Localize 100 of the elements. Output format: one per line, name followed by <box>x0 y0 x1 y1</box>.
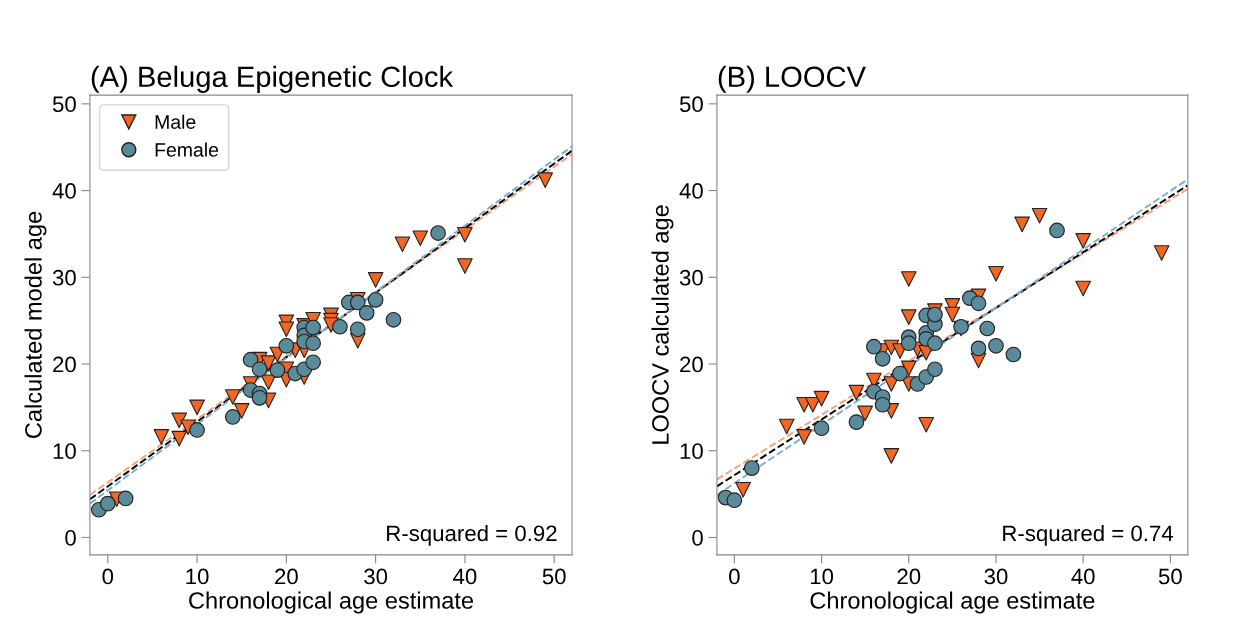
point <box>944 306 961 323</box>
point <box>278 337 295 354</box>
point <box>874 396 891 413</box>
point <box>892 365 908 382</box>
chart-title: (A) Beluga Epigenetic Clock <box>91 65 454 93</box>
y-axis-title: Calculated model age <box>24 211 47 438</box>
legend-label: Male <box>155 114 196 129</box>
point <box>813 390 830 407</box>
x-tick-label: 40 <box>1071 568 1095 585</box>
y-tick-label: 0 <box>65 530 76 546</box>
point <box>1075 233 1091 249</box>
point <box>848 414 865 430</box>
x-tick-label: 10 <box>810 568 834 585</box>
point <box>394 236 411 253</box>
x-tick-label: 10 <box>186 568 209 585</box>
point <box>117 490 134 507</box>
point <box>305 319 321 336</box>
point <box>1153 245 1170 261</box>
point <box>385 311 402 328</box>
y-tick-label: 20 <box>680 356 703 373</box>
y-tick-label: 40 <box>52 183 76 199</box>
point <box>224 389 241 405</box>
point <box>233 403 250 419</box>
y-tick-label: 30 <box>52 269 76 286</box>
point <box>430 225 446 241</box>
point <box>927 335 943 352</box>
point <box>457 226 473 243</box>
point <box>1014 216 1030 233</box>
x-tick-label: 30 <box>364 568 388 585</box>
point <box>242 351 259 368</box>
point <box>857 405 874 422</box>
x-tick-label: 0 <box>729 568 740 585</box>
point <box>927 306 943 323</box>
point <box>153 429 170 445</box>
x-tick-label: 20 <box>275 568 298 585</box>
point <box>189 422 205 438</box>
point <box>332 318 348 335</box>
point <box>927 361 943 378</box>
point <box>278 321 295 338</box>
point <box>866 338 882 355</box>
point <box>900 309 917 326</box>
x-tick-label: 50 <box>542 568 566 585</box>
point <box>412 230 429 247</box>
x-tick-label: 20 <box>897 568 921 585</box>
point <box>1005 346 1022 363</box>
point <box>305 354 321 371</box>
x-axis-title: Chronological age estimate <box>810 591 1095 614</box>
x-axis-title: Chronological age estimate <box>189 591 474 614</box>
y-tick-label: 10 <box>680 443 703 460</box>
y-tick-label: 50 <box>679 96 703 113</box>
point <box>970 295 987 312</box>
x-tick-label: 50 <box>1158 568 1182 585</box>
point <box>349 321 366 338</box>
point <box>171 430 188 447</box>
point <box>970 340 987 357</box>
y-tick-label: 30 <box>679 269 703 286</box>
point <box>735 481 751 498</box>
point <box>900 335 917 352</box>
point <box>189 399 205 416</box>
point <box>805 396 821 413</box>
point <box>99 495 116 512</box>
point <box>979 320 996 337</box>
point <box>743 460 760 476</box>
point <box>251 390 268 406</box>
point <box>813 420 830 437</box>
x-tick-label: 30 <box>984 568 1008 585</box>
point <box>848 384 865 401</box>
point <box>1049 222 1065 239</box>
point <box>796 429 812 445</box>
point <box>1075 280 1091 297</box>
point <box>260 355 277 371</box>
point <box>874 350 891 367</box>
y-tick-label: 0 <box>692 530 703 546</box>
point <box>367 292 384 308</box>
point <box>305 335 321 352</box>
point <box>457 258 473 274</box>
x-tick-label: 40 <box>453 568 477 585</box>
point <box>918 416 935 433</box>
point <box>988 337 1004 354</box>
x-tick-label: 0 <box>102 568 114 585</box>
annotation: R-squared = 0.74 <box>1003 524 1174 546</box>
point <box>726 492 743 509</box>
point <box>988 265 1004 282</box>
point <box>260 374 277 391</box>
point <box>171 412 188 429</box>
point <box>1031 207 1048 224</box>
y-tick-label: 10 <box>53 443 76 460</box>
point <box>269 362 286 378</box>
y-tick-label: 20 <box>53 356 76 373</box>
y-tick-label: 50 <box>52 96 76 113</box>
point <box>900 271 917 287</box>
point <box>224 409 241 425</box>
chart-title: (B) LOOCV <box>718 65 866 93</box>
point <box>883 448 900 464</box>
point <box>367 272 384 288</box>
point <box>537 172 554 188</box>
legend-label: Female <box>155 142 219 157</box>
annotation: R-squared = 0.92 <box>387 524 557 546</box>
y-axis-title: LOOCV calculated age <box>651 205 674 444</box>
point <box>358 305 375 321</box>
